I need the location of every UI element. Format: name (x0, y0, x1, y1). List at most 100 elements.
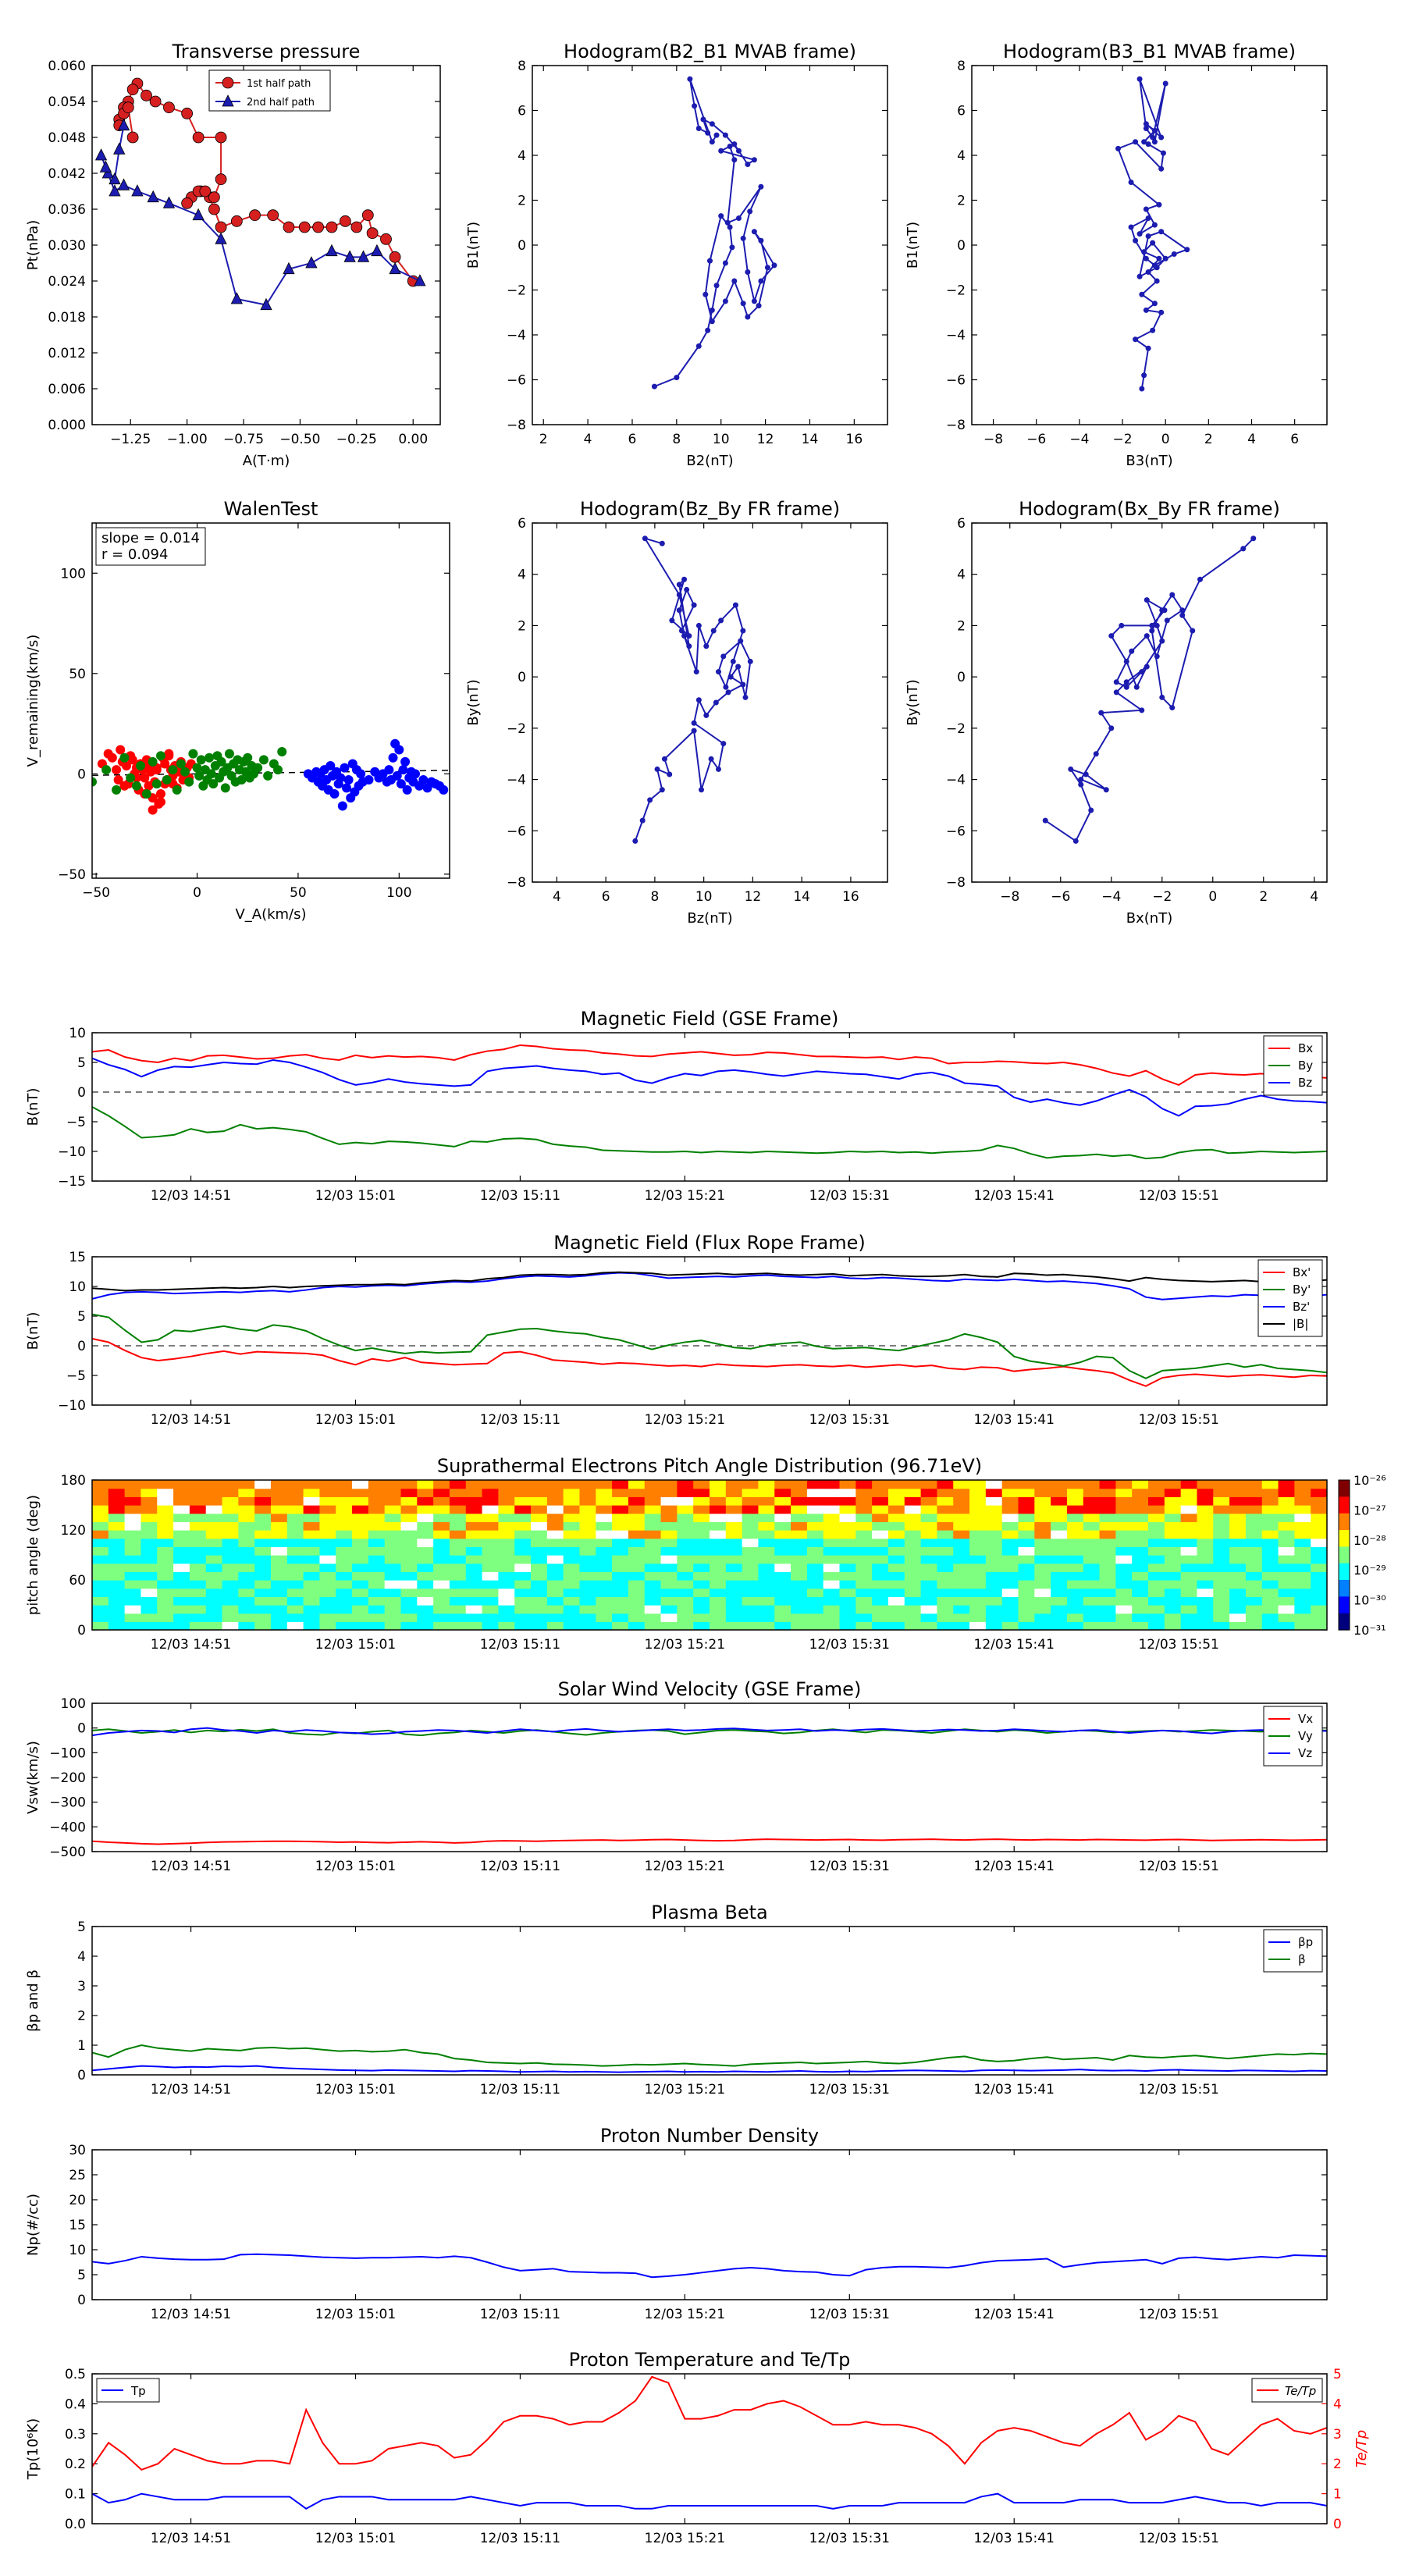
heatmap-cell (1180, 1580, 1198, 1589)
heatmap-cell (1278, 1555, 1295, 1564)
data-point (709, 318, 715, 325)
heatmap-cell (384, 1496, 402, 1506)
heatmap-cell (774, 1555, 791, 1564)
heatmap-cell (465, 1571, 483, 1581)
data-point (1068, 766, 1074, 772)
heatmap-cell (644, 1488, 662, 1497)
panel-title: Suprathermal Electrons Pitch Angle Distr… (437, 1455, 982, 1477)
heatmap-cell (644, 1571, 662, 1581)
heatmap-cell (173, 1530, 190, 1539)
heatmap-cell (1148, 1596, 1165, 1606)
heatmap-cell (1099, 1496, 1116, 1506)
heatmap-cell (758, 1530, 775, 1539)
data-point (224, 749, 234, 759)
heatmap-cell (303, 1538, 321, 1547)
data-point (140, 773, 150, 783)
heatmap-cell (710, 1555, 727, 1564)
heatmap-cell (904, 1571, 922, 1581)
heatmap-cell (1051, 1563, 1068, 1572)
heatmap-cell (254, 1505, 272, 1514)
heatmap-cell (969, 1588, 987, 1597)
x-tick-label: 0 (1208, 889, 1217, 905)
heatmap-cell (286, 1480, 304, 1489)
heatmap-cell (319, 1530, 336, 1539)
heatmap-cell (173, 1488, 190, 1497)
heatmap-cell (433, 1571, 450, 1581)
x-tick-label: 12/03 15:41 (974, 1859, 1055, 1874)
heatmap-cell (1001, 1555, 1019, 1564)
heatmap-cell (693, 1563, 710, 1572)
heatmap-cell (660, 1480, 678, 1489)
heatmap-cell (872, 1505, 889, 1514)
heatmap-cell (579, 1596, 596, 1606)
heatmap-cell (579, 1588, 596, 1597)
x-tick-label: 12/03 15:11 (480, 1637, 560, 1653)
heatmap-cell (449, 1513, 467, 1522)
heatmap-cell (725, 1538, 743, 1547)
heatmap-cell (368, 1588, 386, 1597)
heatmap-cell (270, 1505, 288, 1514)
heatmap-cell (222, 1513, 239, 1522)
heatmap-cell (612, 1613, 629, 1622)
heatmap-cell (465, 1521, 483, 1531)
heatmap-cell (1229, 1621, 1247, 1630)
heatmap-cell (791, 1496, 808, 1506)
heatmap-cell (1051, 1596, 1068, 1606)
heatmap-cell (887, 1555, 905, 1564)
series-line-data (92, 2253, 1327, 2279)
heatmap-cell (1311, 1605, 1327, 1614)
heatmap-cell (433, 1613, 450, 1622)
heatmap-cell (270, 1605, 288, 1614)
heatmap-cell (953, 1530, 970, 1539)
heatmap-cell (1001, 1546, 1019, 1556)
heatmap-cell (1164, 1521, 1182, 1531)
heatmap-cell (710, 1496, 727, 1506)
colorbar-segment (1339, 1530, 1350, 1547)
data-point (396, 779, 406, 789)
data-point (1144, 633, 1150, 639)
heatmap-cell (872, 1480, 889, 1489)
data-point (151, 779, 162, 789)
x-tick-label: 12/03 15:01 (315, 1412, 396, 1428)
heatmap-cell (465, 1505, 483, 1514)
heatmap-cell (644, 1496, 662, 1506)
heatmap-cell (579, 1563, 596, 1572)
heatmap-cell (140, 1621, 158, 1630)
heatmap-cell (791, 1605, 808, 1614)
heatmap-cell (1164, 1588, 1182, 1597)
heatmap-cell (693, 1538, 710, 1547)
heatmap-cell (222, 1621, 239, 1630)
heatmap-cell (400, 1563, 418, 1572)
heatmap-cell (1245, 1488, 1263, 1497)
heatmap-cell (887, 1621, 905, 1630)
heatmap-cell (140, 1571, 158, 1581)
data-point (402, 785, 412, 795)
axes-frame (91, 1479, 1328, 1631)
heatmap-cell (644, 1613, 662, 1622)
heatmap-cell (579, 1555, 596, 1564)
heatmap-cell (449, 1588, 467, 1597)
axes-frame (91, 522, 450, 879)
heatmap-cell (254, 1613, 272, 1622)
plot-area (92, 1480, 1327, 1630)
annotation-text: r = 0.094 (101, 546, 168, 563)
data-point (199, 185, 212, 197)
heatmap-cell (872, 1546, 889, 1556)
heatmap-cell (904, 1505, 922, 1514)
heatmap-cell (140, 1496, 158, 1506)
axes-frame (91, 2149, 1328, 2300)
data-point (695, 126, 702, 131)
heatmap-cell (140, 1538, 158, 1547)
data-point (172, 785, 182, 795)
heatmap-cell (189, 1596, 207, 1606)
heatmap-cell (677, 1513, 694, 1522)
heatmap-cell (774, 1480, 791, 1489)
x-tick-label: 100 (386, 885, 411, 901)
heatmap-cell (140, 1546, 158, 1556)
heatmap-cell (303, 1621, 321, 1630)
heatmap-cell (270, 1513, 288, 1522)
heatmap-cell (596, 1530, 613, 1539)
panel-title: Hodogram(Bz_By FR frame) (580, 498, 840, 520)
heatmap-cell (1051, 1505, 1068, 1514)
